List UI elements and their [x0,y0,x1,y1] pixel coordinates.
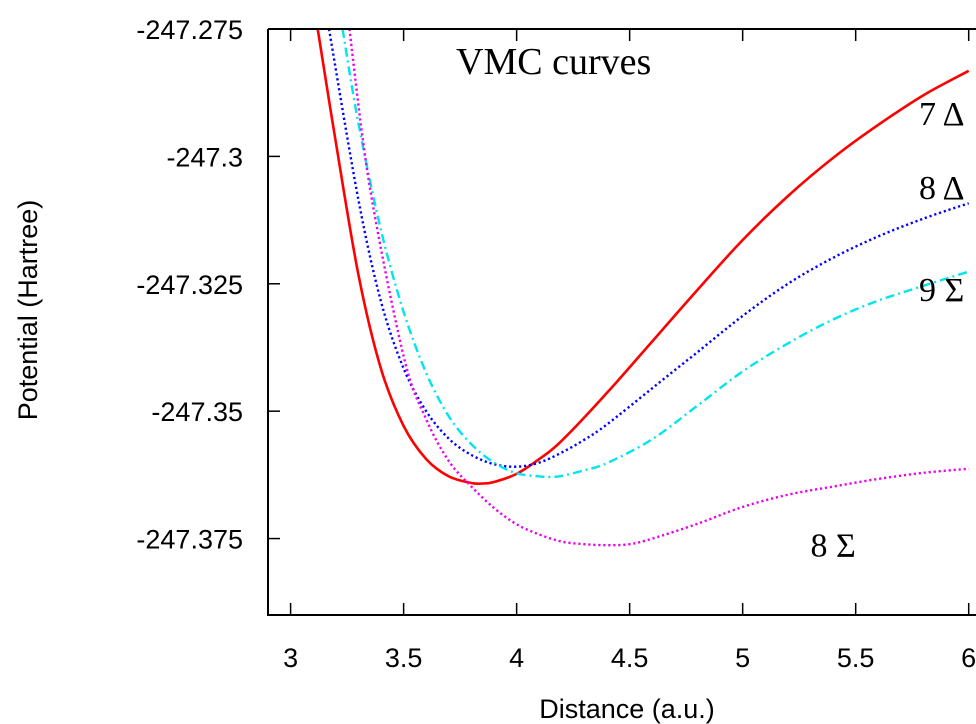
x-axis-title: Distance (a.u.) [539,694,715,724]
y-tick-label: -247.325 [136,270,243,300]
curve-label: 9 Σ [919,272,964,309]
y-tick-label: -247.35 [151,397,243,427]
chart-title: VMC curves [456,41,651,83]
x-tick-label: 5 [735,643,750,673]
annotation-layer: 7 Δ 8 Δ 9 Σ 8 Σ [810,96,964,565]
curve-label: 8 Σ [810,528,855,565]
x-tick-label: 3 [283,643,298,673]
series-line-1 [316,29,970,486]
series-line-3 [341,29,970,479]
curve-label: 8 Δ [919,170,965,207]
ticks-layer: 3 3.5 4 4.5 5 5.5 6 -247.275 -247.3 -247.325 -247.… [136,15,976,673]
y-tick-label: -247.275 [136,15,243,45]
series-line-4 [348,29,969,547]
series-line-2 [327,29,970,468]
x-tick-label: 5.5 [837,643,875,673]
x-tick-label: 3.5 [385,643,423,673]
y-axis-title: Potential (Hartree) [13,200,43,421]
y-tick-label: -247.3 [166,142,243,172]
x-tick-label: 4 [509,643,524,673]
x-tick-label: 6 [961,643,976,673]
plot-frame [267,28,976,616]
x-tick-label: 4.5 [611,643,649,673]
series-layer [316,29,970,547]
axes-layer [267,28,976,616]
curve-label: 7 Δ [919,96,965,133]
y-tick-label: -247.375 [136,525,243,555]
